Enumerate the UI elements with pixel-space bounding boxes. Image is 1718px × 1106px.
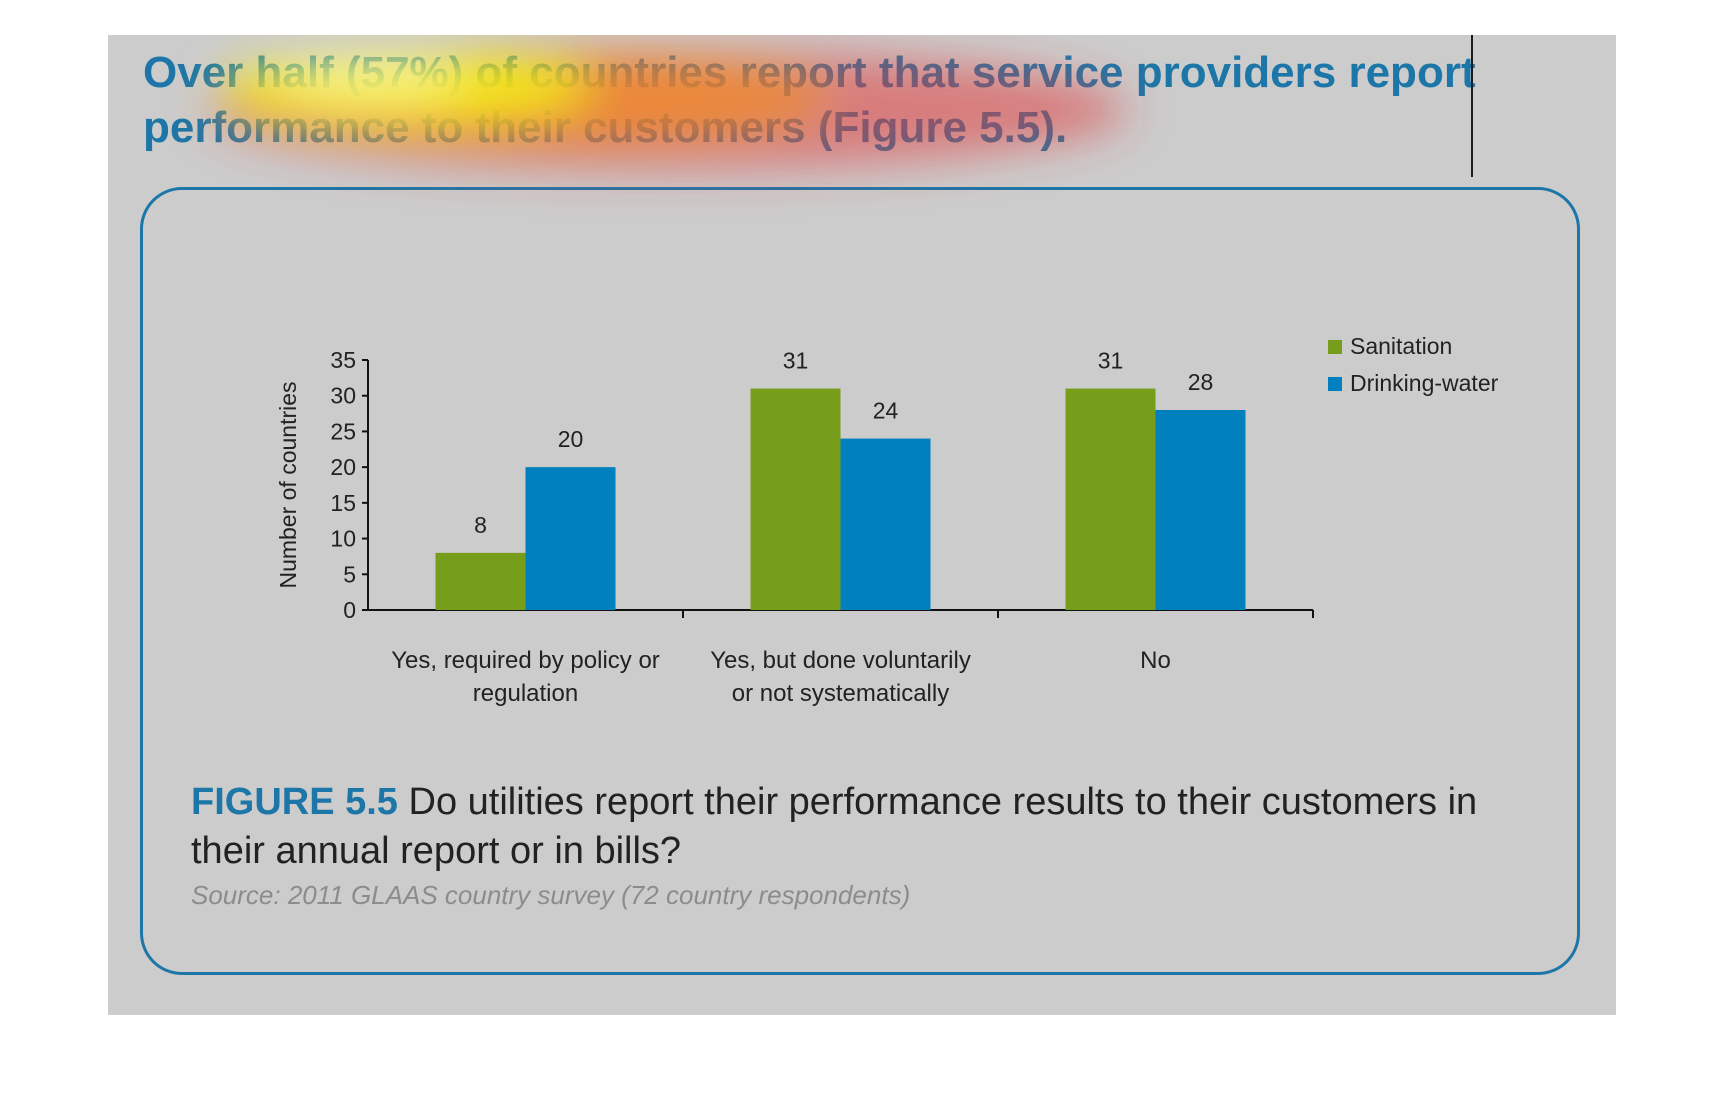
figure-label: FIGURE 5.5 (191, 781, 398, 823)
data-label: 20 (558, 426, 584, 452)
y-tick-label: 10 (330, 526, 356, 552)
data-label: 8 (474, 512, 487, 538)
y-tick-label: 25 (330, 418, 356, 444)
figure-caption-text: Do utilities report their performance re… (191, 781, 1478, 872)
bar-drinking-water (1155, 410, 1246, 610)
x-category-label: regulation (473, 680, 578, 707)
figure-source: Source: 2011 GLAAS country survey (72 co… (191, 880, 911, 910)
legend-swatch (1328, 377, 1342, 391)
legend-swatch (1328, 340, 1342, 354)
bar-sanitation (435, 552, 526, 610)
legend-label: Drinking-water (1350, 370, 1499, 396)
x-category-label: or not systematically (732, 680, 949, 707)
legend-label: Sanitation (1350, 333, 1452, 359)
x-category-label: No (1140, 647, 1171, 674)
bar-chart: 0 5 10 15 20 25 30 35 Number of countries 8 20 Yes,… (275, 333, 1499, 707)
x-category-label: Yes, but done voluntarily (710, 647, 971, 674)
slide: Over half (57%) of countries report that… (108, 35, 1616, 1015)
figure-caption: FIGURE 5.5 Do utilities report their per… (191, 778, 1541, 876)
bar-sanitation (1065, 388, 1156, 610)
figure-box: 0 5 10 15 20 25 30 35 Number of countries 8 20 Yes,… (140, 187, 1580, 975)
data-label: 31 (1098, 348, 1124, 374)
data-label: 28 (1188, 369, 1214, 395)
y-tick-label: 0 (343, 597, 356, 623)
y-tick-label: 35 (330, 347, 356, 373)
bar-drinking-water (525, 467, 616, 610)
data-label: 24 (873, 398, 899, 424)
y-tick-label: 20 (330, 454, 356, 480)
text-cursor (1471, 35, 1473, 177)
data-label: 31 (783, 348, 809, 374)
x-category-label: Yes, required by policy or (391, 647, 660, 674)
slide-heading: Over half (57%) of countries report that… (143, 48, 1476, 152)
y-tick-label: 5 (343, 561, 356, 587)
bar-sanitation (750, 388, 841, 610)
y-tick-label: 30 (330, 383, 356, 409)
bar-drinking-water (840, 438, 931, 610)
y-tick-label: 15 (330, 490, 356, 516)
y-axis-title: Number of countries (275, 381, 301, 588)
